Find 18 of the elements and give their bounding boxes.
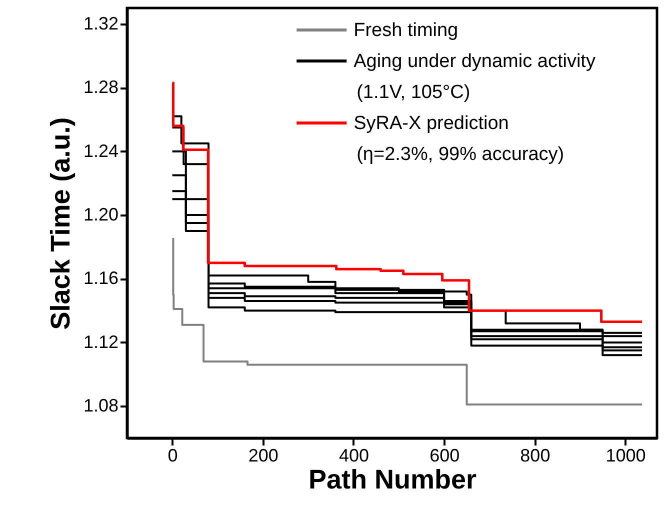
legend-label: Aging under dynamic activity (1.1V, 105°C) bbox=[354, 51, 596, 103]
y-tick-label: 1.28 bbox=[83, 77, 118, 98]
y-tick-label: 1.32 bbox=[83, 13, 118, 34]
x-tick-label: 600 bbox=[430, 446, 460, 466]
x-tick-label: 800 bbox=[520, 446, 550, 466]
y-tick-label: 1.12 bbox=[83, 332, 118, 352]
x-axis-title: Path Number bbox=[308, 464, 477, 494]
y-tick-label: 1.08 bbox=[83, 396, 118, 416]
y-axis-title: Slack Time (a.u.) bbox=[45, 117, 76, 330]
x-tick-label: 1000 bbox=[606, 446, 646, 466]
y-tick-label: 1.16 bbox=[83, 268, 118, 288]
legend-label: Fresh timing bbox=[354, 20, 458, 41]
x-tick-label: 200 bbox=[248, 446, 278, 466]
x-tick-label: 400 bbox=[338, 446, 370, 466]
y-tick-label: 1.24 bbox=[83, 140, 118, 161]
y-tick-label: 1.20 bbox=[83, 204, 118, 225]
legend-label: SyRA-X prediction (η=2.3%, 99% accuracy) bbox=[354, 113, 564, 165]
x-tick-label: 0 bbox=[168, 446, 178, 466]
